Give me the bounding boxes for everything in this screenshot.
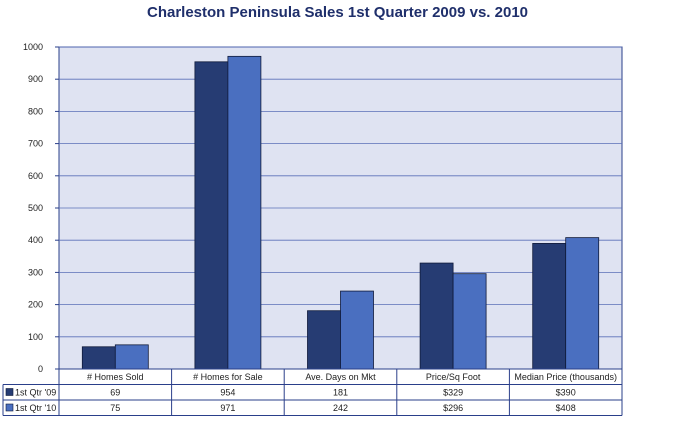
bar — [114, 344, 149, 370]
x-tick-label: Median Price (thousands) — [514, 372, 617, 382]
x-tick-label: # Homes for Sale — [193, 372, 263, 382]
legend-label: 1st Qtr '10 — [15, 403, 56, 413]
bar — [419, 262, 454, 370]
y-tick-label: 700 — [28, 139, 43, 149]
y-tick-label: 1000 — [23, 42, 43, 52]
legend-label: 1st Qtr '09 — [15, 388, 56, 398]
legend-swatch — [5, 403, 14, 412]
bar — [194, 61, 229, 370]
y-tick-label: 500 — [28, 203, 43, 213]
data-label: $408 — [556, 403, 576, 413]
data-label: 181 — [333, 388, 348, 398]
y-tick-label: 200 — [28, 300, 43, 310]
y-tick-label: 100 — [28, 332, 43, 342]
data-label: $296 — [443, 403, 463, 413]
y-tick-label: 400 — [28, 235, 43, 245]
x-tick-label: Ave. Days on Mkt — [305, 372, 376, 382]
y-tick-label: 900 — [28, 74, 43, 84]
data-label: $390 — [556, 388, 576, 398]
data-label: 69 — [110, 388, 120, 398]
bar — [532, 243, 567, 370]
data-label: 75 — [110, 403, 120, 413]
data-label: 971 — [220, 403, 235, 413]
bar — [452, 273, 487, 370]
y-tick-label: 300 — [28, 267, 43, 277]
y-tick-label: 0 — [38, 364, 43, 374]
x-tick-label: Price/Sq Foot — [426, 372, 481, 382]
data-label: 242 — [333, 403, 348, 413]
y-tick-label: 600 — [28, 171, 43, 181]
legend-swatch — [5, 388, 14, 396]
chart-title: Charleston Peninsula Sales 1st Quarter 2… — [146, 4, 529, 21]
bar — [307, 310, 341, 370]
y-tick-label: 800 — [28, 106, 43, 116]
bar — [81, 346, 116, 370]
bar — [340, 290, 374, 370]
x-tick-label: # Homes Sold — [87, 372, 144, 382]
data-label: $329 — [443, 388, 463, 398]
bar — [227, 55, 262, 370]
bar — [565, 237, 600, 370]
data-label: 954 — [220, 388, 235, 398]
